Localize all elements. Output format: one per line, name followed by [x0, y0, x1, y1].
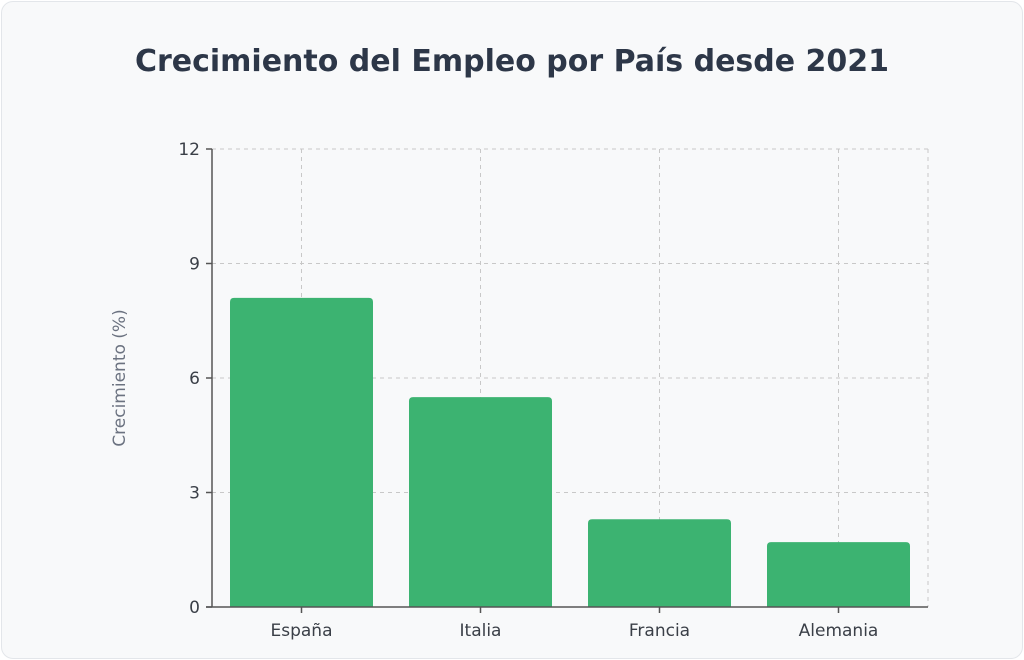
y-axis-label: Crecimiento (%)	[110, 309, 130, 446]
x-tick-label: Francia	[629, 621, 690, 641]
x-tick-label: España	[271, 621, 333, 641]
bar-italia	[409, 397, 552, 607]
y-tick-label: 6	[189, 369, 200, 389]
y-tick-label: 9	[189, 255, 200, 275]
y-tick-label: 12	[178, 140, 200, 160]
bar-españa	[230, 297, 373, 607]
bar-francia	[588, 519, 731, 607]
x-tick-label: Italia	[460, 621, 502, 641]
bar-alemania	[767, 542, 910, 607]
x-tick-label: Alemania	[799, 621, 879, 641]
y-tick-label: 0	[189, 598, 200, 618]
y-tick-label: 3	[189, 484, 200, 504]
chart-title: Crecimiento del Empleo por País desde 20…	[134, 44, 890, 79]
